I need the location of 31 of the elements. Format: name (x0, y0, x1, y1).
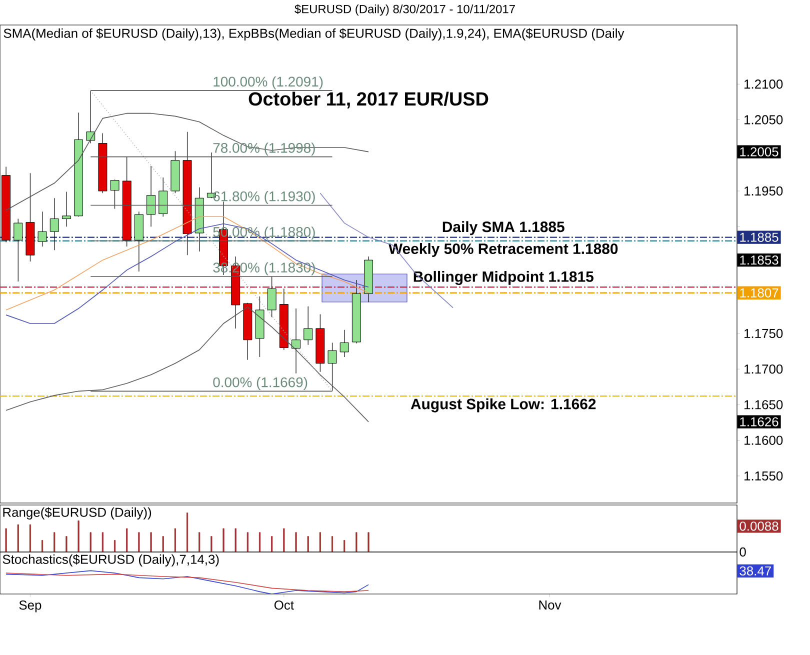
series-label: 100.00% (1.2091) (214, 76, 323, 90)
text: 0.0088 (740, 522, 778, 531)
y-tick-label: 1.1950 (744, 186, 783, 196)
ref-line-label: Weekly 50% Retracement 1.1880 (388, 243, 618, 257)
y-tick-label: 1.2050 (744, 115, 783, 124)
series-label: 61.80% (1.1930) (213, 191, 315, 204)
series-label: 0.00% (1.1669) (213, 376, 308, 390)
chart-title: $EURUSD (Daily) 8/30/2017 - 10/11/2017 (294, 4, 515, 16)
annotation: 1.1807 (740, 288, 778, 298)
text: 0 (740, 547, 746, 557)
x-tick-label: Sep (19, 600, 42, 612)
y-tick-label: 1.1650 (744, 400, 783, 410)
ref-line-label: August Spike Low: 1.1662 (410, 398, 596, 412)
chart-title: Stochastics($EURUSD (Daily),7,14,3) (2, 554, 219, 566)
chart-subtitle: SMA(Median of $EURUSD (Daily),13), ExpBBs(Median of $EURUSD (Daily),1.9,24), EMA($EURUSD (Daily (4, 28, 624, 40)
ref-line-label: Bollinger Midpoint 1.1815 (414, 270, 594, 285)
x-tick-label: Nov (539, 600, 562, 610)
annotation: 1.1626 (740, 417, 778, 426)
annotation: 1.1853 (740, 255, 778, 265)
y-tick-label: 1.1600 (744, 436, 783, 445)
annotation: 1.2005 (740, 147, 778, 156)
ref-line-label: Daily SMA 1.1885 (442, 221, 564, 236)
y-tick-label: 1.1750 (744, 328, 783, 338)
y-tick-label: 1.1550 (744, 471, 783, 481)
annotation: 1.1885 (740, 232, 778, 242)
text: 38.47 (740, 566, 771, 576)
x-tick-label: Oct (274, 600, 294, 610)
chart-title: Range($EURUSD (Daily)) (3, 507, 152, 520)
y-tick-label: 1.1700 (744, 364, 783, 374)
y-tick-label: 1.2100 (744, 80, 783, 89)
annotation: October 11, 2017 EUR/USD (248, 92, 488, 108)
